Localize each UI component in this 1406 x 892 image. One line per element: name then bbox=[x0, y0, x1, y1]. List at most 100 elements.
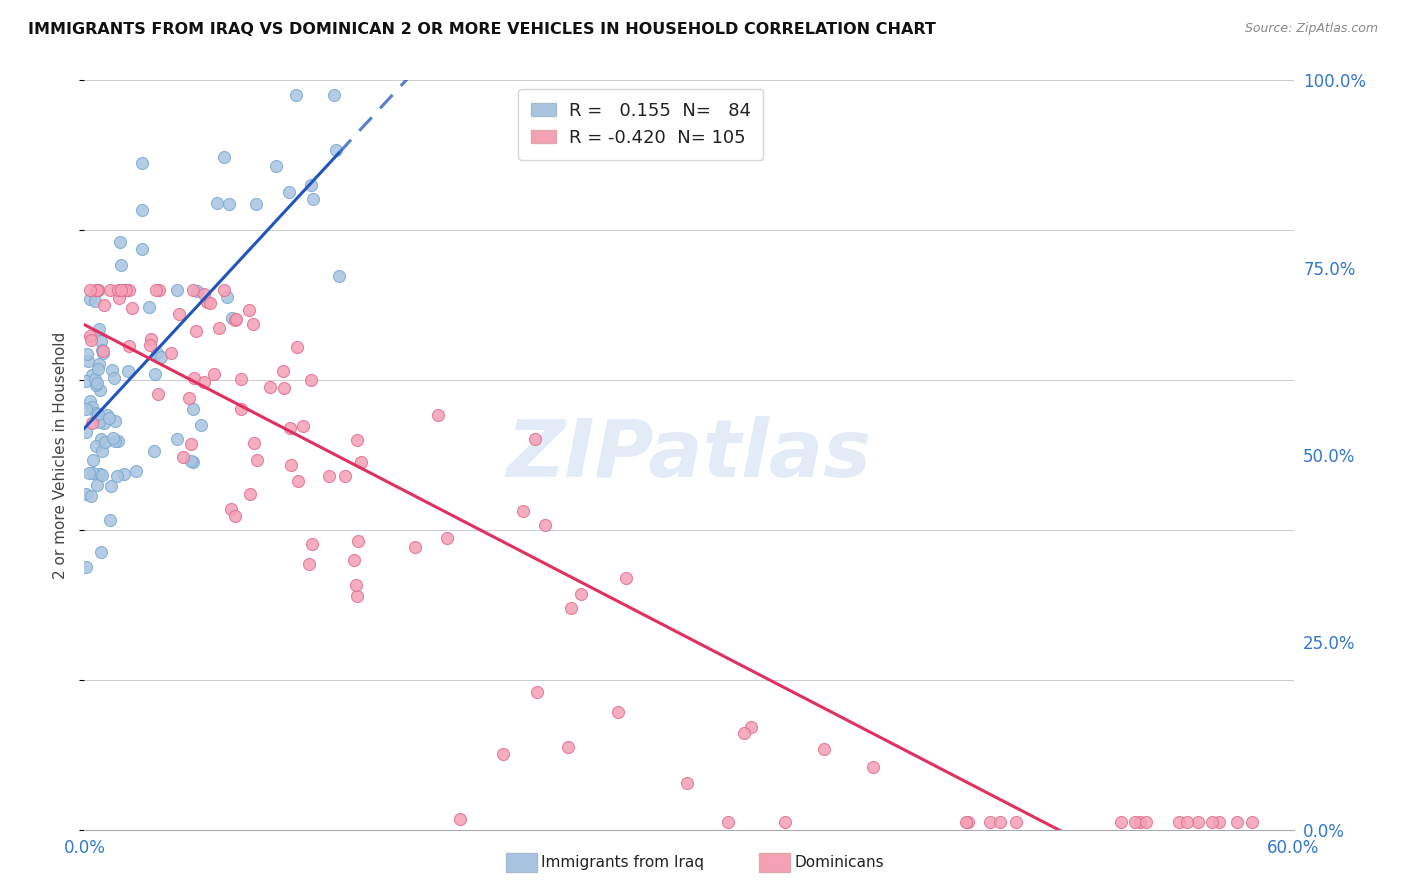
Point bbox=[956, 815, 979, 830]
Point bbox=[75, 560, 97, 574]
Point bbox=[117, 363, 139, 377]
Point bbox=[146, 346, 169, 360]
Point bbox=[1241, 815, 1264, 830]
Point bbox=[426, 408, 449, 422]
Point bbox=[526, 685, 548, 699]
Point bbox=[614, 571, 637, 585]
Point bbox=[107, 283, 129, 297]
Point bbox=[98, 283, 121, 297]
Y-axis label: 2 or more Vehicles in Household: 2 or more Vehicles in Household bbox=[53, 331, 69, 579]
Point bbox=[218, 196, 240, 211]
Point bbox=[271, 364, 294, 378]
Point bbox=[89, 467, 111, 481]
Point bbox=[80, 333, 103, 347]
Point bbox=[285, 88, 308, 103]
Point bbox=[76, 354, 98, 368]
Point bbox=[142, 444, 165, 458]
Point bbox=[83, 372, 105, 386]
Point bbox=[91, 343, 114, 357]
Point bbox=[104, 434, 127, 449]
Point bbox=[166, 283, 188, 297]
Text: Dominicans: Dominicans bbox=[794, 855, 884, 870]
Point bbox=[212, 283, 235, 297]
Point bbox=[90, 545, 112, 559]
Point bbox=[238, 302, 260, 317]
Point bbox=[1168, 815, 1191, 830]
Point bbox=[110, 283, 132, 297]
Point bbox=[79, 329, 101, 343]
Point bbox=[333, 468, 356, 483]
Point bbox=[350, 455, 373, 469]
Text: Immigrants from Iraq: Immigrants from Iraq bbox=[541, 855, 704, 870]
Point bbox=[190, 417, 212, 432]
Point bbox=[675, 775, 697, 789]
Point bbox=[183, 371, 205, 385]
Text: IMMIGRANTS FROM IRAQ VS DOMINICAN 2 OR MORE VEHICLES IN HOUSEHOLD CORRELATION CH: IMMIGRANTS FROM IRAQ VS DOMINICAN 2 OR M… bbox=[28, 22, 936, 37]
Point bbox=[172, 450, 194, 465]
Point bbox=[231, 372, 253, 386]
Point bbox=[77, 466, 100, 480]
Point bbox=[198, 296, 221, 310]
Point bbox=[717, 815, 740, 830]
Point bbox=[87, 322, 110, 336]
Point bbox=[186, 284, 208, 298]
Point bbox=[512, 504, 534, 518]
Point bbox=[89, 383, 111, 397]
Point bbox=[86, 376, 108, 390]
Point bbox=[150, 351, 173, 365]
Point bbox=[91, 468, 114, 483]
Point bbox=[202, 367, 225, 381]
Point bbox=[205, 195, 228, 210]
Point bbox=[138, 300, 160, 314]
Point bbox=[141, 332, 163, 346]
Point bbox=[84, 405, 107, 419]
Point bbox=[862, 760, 884, 774]
Point bbox=[557, 739, 579, 754]
Point bbox=[131, 155, 153, 169]
Point bbox=[301, 536, 323, 550]
Point bbox=[979, 815, 1001, 830]
Point bbox=[75, 374, 97, 388]
Point bbox=[523, 433, 546, 447]
Point bbox=[238, 486, 260, 500]
Point bbox=[217, 290, 239, 304]
Point bbox=[224, 312, 246, 326]
Point bbox=[278, 421, 301, 435]
Point bbox=[180, 436, 202, 450]
Point bbox=[125, 464, 148, 478]
Point bbox=[264, 159, 287, 173]
Point bbox=[285, 340, 308, 354]
Point bbox=[299, 372, 322, 386]
Point bbox=[181, 401, 204, 416]
Point bbox=[100, 478, 122, 492]
Point bbox=[1226, 815, 1249, 830]
Point bbox=[323, 88, 346, 103]
Point bbox=[91, 443, 114, 458]
Point bbox=[569, 587, 592, 601]
Point bbox=[243, 436, 266, 450]
Point bbox=[813, 741, 835, 756]
Point bbox=[97, 411, 120, 425]
Point bbox=[193, 287, 215, 301]
Point bbox=[75, 487, 97, 501]
Point bbox=[107, 434, 129, 449]
Point bbox=[219, 502, 242, 516]
Point bbox=[79, 283, 101, 297]
Point bbox=[160, 346, 183, 360]
Point bbox=[101, 431, 124, 445]
Point bbox=[212, 150, 235, 164]
Point bbox=[80, 416, 103, 430]
Point bbox=[131, 202, 153, 217]
Point bbox=[325, 144, 347, 158]
Point bbox=[139, 338, 162, 352]
Point bbox=[89, 415, 111, 429]
Point bbox=[80, 489, 103, 503]
Point bbox=[1123, 815, 1146, 830]
Point bbox=[492, 747, 515, 761]
Point bbox=[118, 283, 141, 297]
Point bbox=[436, 531, 458, 545]
Point bbox=[224, 508, 246, 523]
Point bbox=[91, 345, 114, 359]
Point bbox=[225, 311, 247, 326]
Point bbox=[343, 553, 366, 567]
